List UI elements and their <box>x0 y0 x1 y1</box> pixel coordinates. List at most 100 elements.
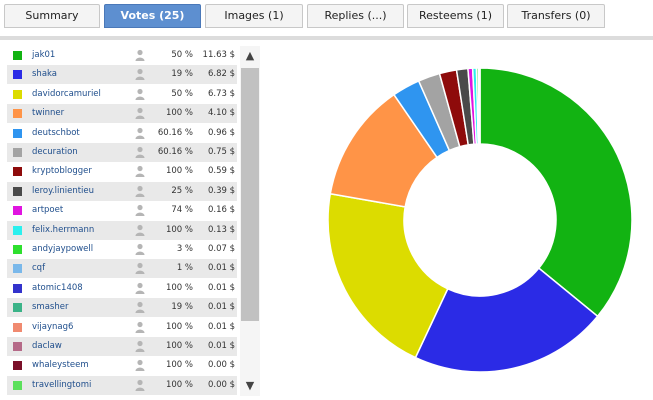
legend-swatch <box>13 51 22 60</box>
voter-link[interactable]: cqf <box>32 263 46 274</box>
tab-summary[interactable]: Summary <box>4 4 100 28</box>
legend-swatch <box>13 148 22 157</box>
vote-value: 0.16 $ <box>207 205 235 216</box>
voter-link[interactable]: vijaynag6 <box>32 321 74 332</box>
legend-swatch <box>13 245 22 254</box>
voter-link[interactable]: smasher <box>32 302 69 313</box>
vote-row: daclaw 100 % 0.01 $ <box>7 337 237 356</box>
vote-percent: 19 % <box>171 69 193 80</box>
vote-percent: 100 % <box>165 108 193 119</box>
person-icon <box>135 321 145 333</box>
donut-slice-felix-herrmann[interactable] <box>471 67 479 145</box>
vote-percent: 19 % <box>171 302 193 313</box>
vote-percent: 3 % <box>176 244 193 254</box>
donut-slice-smasher[interactable] <box>478 67 481 145</box>
voter-link[interactable]: twinner <box>32 108 65 119</box>
person-icon <box>135 340 145 352</box>
voter-link[interactable]: shaka <box>32 69 58 80</box>
person-icon <box>135 359 145 372</box>
tab-votes[interactable]: Votes (25) <box>104 4 201 28</box>
donut-slice-davidorcamuriel[interactable] <box>327 192 449 359</box>
voter-link[interactable]: daclaw <box>32 341 62 351</box>
donut-slice-atomic1408[interactable] <box>478 67 481 145</box>
donut-slice-twinner[interactable] <box>329 93 439 208</box>
person-icon <box>135 185 145 197</box>
scroll-thumb[interactable] <box>241 68 259 321</box>
vote-value: 4.10 $ <box>207 108 235 119</box>
vote-value: 0.01 $ <box>207 341 235 351</box>
person-icon <box>135 262 145 275</box>
tab-bar: Summary Votes (25) Images (1) Replies (.… <box>0 0 653 40</box>
person-icon <box>135 379 145 391</box>
voter-link[interactable]: atomic1408 <box>32 282 83 293</box>
vote-percent: 60.16 % <box>157 127 193 138</box>
vote-value: 0.59 $ <box>207 166 235 177</box>
vote-value: 0.39 $ <box>207 185 235 196</box>
donut-slice-deutschbot[interactable] <box>392 79 451 159</box>
voter-link[interactable]: travellingtomi <box>32 379 92 390</box>
voter-link[interactable]: andyjaypowell <box>32 244 94 254</box>
vote-row: shaka 19 % 6.82 $ <box>7 65 237 85</box>
voter-link[interactable]: jak01 <box>32 50 56 60</box>
vote-list: jak01 50 % 11.63 $ shaka 19 % 6.82 $ davidorca… <box>7 46 237 396</box>
scroll-up-icon[interactable]: ▲ <box>245 49 255 62</box>
voter-link[interactable]: decuration <box>32 147 78 157</box>
donut-slice-cqf[interactable] <box>477 67 481 145</box>
person-icon <box>135 107 145 120</box>
donut-slice-leroy-linientieu[interactable] <box>455 67 475 146</box>
vote-value: 0.01 $ <box>207 282 235 293</box>
tab-resteems[interactable]: Resteems (1) <box>407 4 504 28</box>
vote-percent: 50 % <box>171 88 193 99</box>
vote-value: 0.00 $ <box>207 379 235 390</box>
person-icon <box>135 165 145 178</box>
voter-link[interactable]: artpoet <box>32 205 64 216</box>
vote-row: jak01 50 % 11.63 $ <box>7 46 237 65</box>
vote-value: 11.63 $ <box>202 50 235 60</box>
voter-link[interactable]: deutschbot <box>32 127 80 138</box>
person-icon <box>135 146 145 158</box>
vote-row: davidorcamuriel 50 % 6.73 $ <box>7 85 237 104</box>
vote-row: decuration 60.16 % 0.75 $ <box>7 143 237 162</box>
vote-row: felix.herrmann 100 % 0.13 $ <box>7 220 237 240</box>
donut-slice-decuration[interactable] <box>417 72 461 152</box>
legend-swatch <box>13 342 22 351</box>
voter-link[interactable]: leroy.linientieu <box>32 185 95 196</box>
vote-value: 0.13 $ <box>207 224 235 235</box>
voter-link[interactable]: felix.herrmann <box>32 224 95 235</box>
voter-link[interactable]: davidorcamuriel <box>32 88 101 99</box>
vote-row: leroy.linientieu 25 % 0.39 $ <box>7 181 237 201</box>
vote-percent: 100 % <box>165 321 193 332</box>
vote-value: 0.96 $ <box>207 127 235 138</box>
vote-row: travellingtomi 100 % 0.00 $ <box>7 375 237 395</box>
person-icon <box>135 88 145 100</box>
vote-row: whaleysteem 100 % 0.00 $ <box>7 356 237 375</box>
vote-value: 0.01 $ <box>207 321 235 332</box>
tab-images[interactable]: Images (1) <box>205 4 303 28</box>
voter-link[interactable]: kryptoblogger <box>32 166 92 177</box>
vote-value: 0.00 $ <box>207 360 235 371</box>
person-icon <box>135 49 145 61</box>
vote-percent: 100 % <box>165 341 193 351</box>
voter-link[interactable]: whaleysteem <box>32 360 89 371</box>
scroll-down-icon[interactable]: ▼ <box>245 379 255 392</box>
tab-transfers[interactable]: Transfers (0) <box>507 4 605 28</box>
vote-percent: 100 % <box>165 166 193 177</box>
vote-percent: 100 % <box>165 224 193 235</box>
vote-row: artpoet 74 % 0.16 $ <box>7 201 237 220</box>
vote-value: 6.73 $ <box>207 88 235 99</box>
donut-slice-shaka[interactable] <box>414 267 599 373</box>
legend-swatch <box>13 128 22 138</box>
vote-value: 0.01 $ <box>207 302 235 313</box>
donut-slice-jak01[interactable] <box>479 67 633 318</box>
donut-slice-andyjaypowell[interactable] <box>475 67 481 145</box>
vote-list-scrollbar[interactable]: ▲ ▼ <box>240 46 260 396</box>
vote-row: cqf 1 % 0.01 $ <box>7 259 237 279</box>
person-icon <box>135 301 145 314</box>
donut-slice-artpoet[interactable] <box>467 67 478 146</box>
tab-replies[interactable]: Replies (...) <box>307 4 404 28</box>
vote-percent: 100 % <box>165 360 193 371</box>
donut-slice-kryptoblogger[interactable] <box>438 68 470 148</box>
legend-swatch <box>13 303 22 313</box>
vote-value: 0.75 $ <box>207 147 235 157</box>
vote-percent: 100 % <box>165 282 193 293</box>
